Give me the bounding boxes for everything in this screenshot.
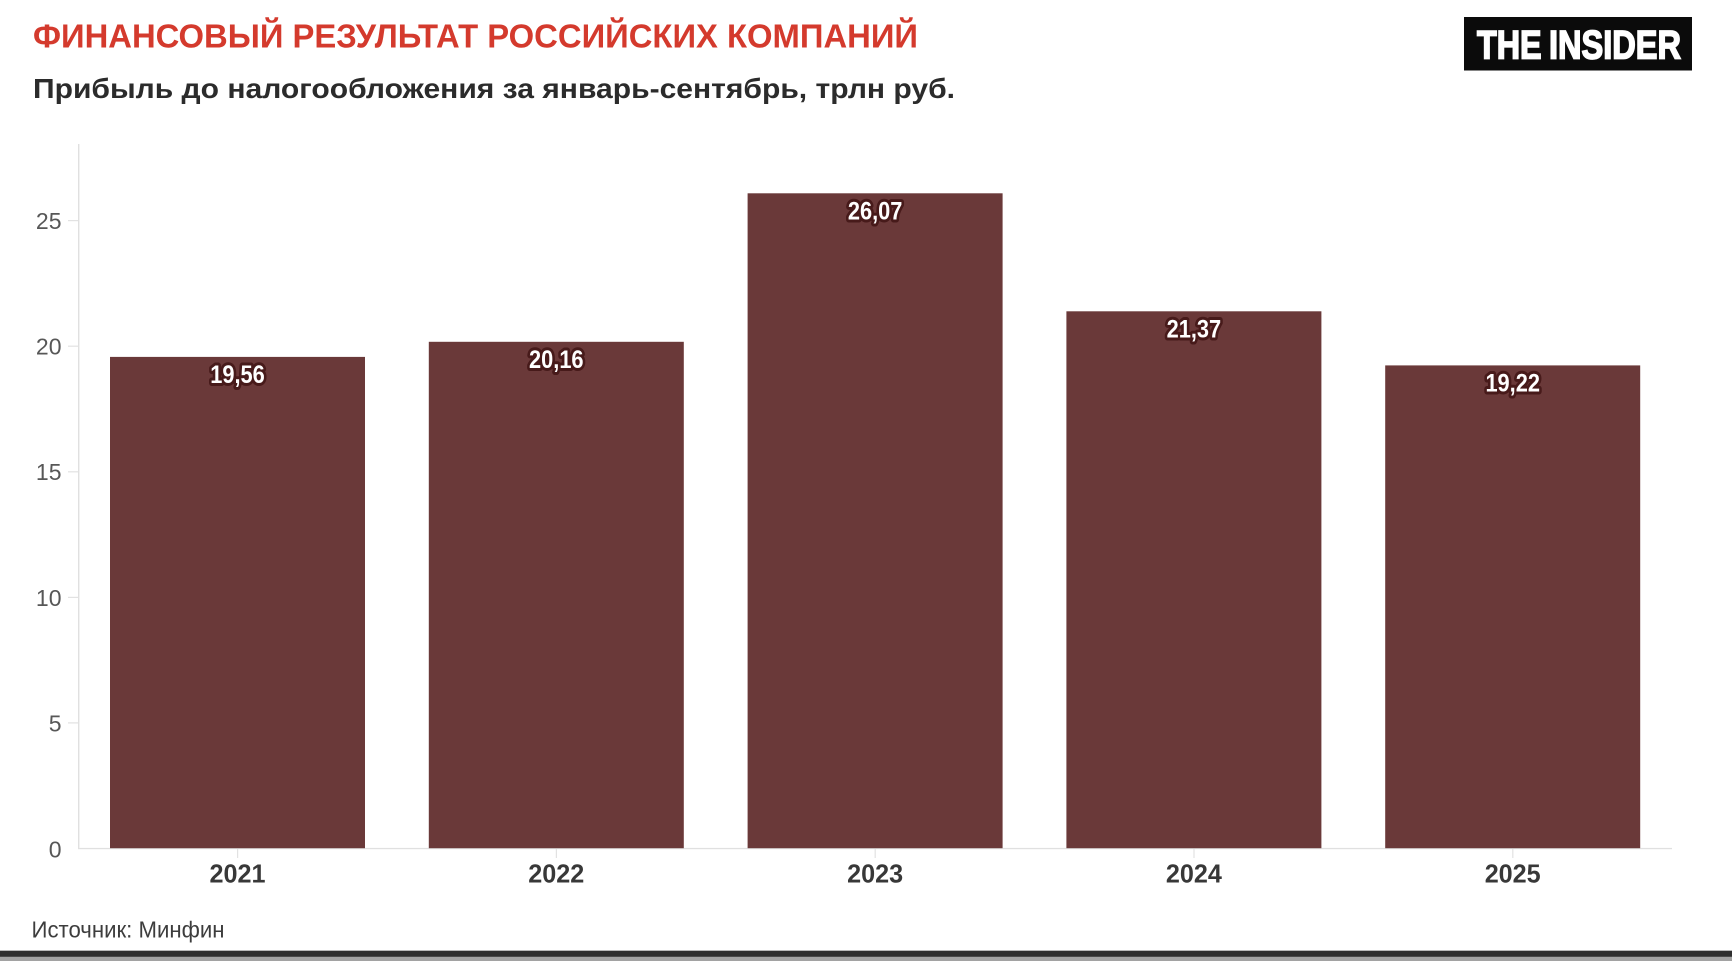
svg-text:10: 10: [36, 585, 62, 611]
svg-text:20,16: 20,16: [529, 346, 584, 374]
svg-text:THE: THE: [1477, 23, 1542, 67]
svg-text:26,07: 26,07: [848, 197, 903, 225]
svg-text:15: 15: [36, 459, 62, 485]
svg-text:Источник: Минфин: Источник: Минфин: [32, 916, 225, 942]
svg-text:21,37: 21,37: [1167, 315, 1222, 343]
svg-text:INSIDER: INSIDER: [1549, 23, 1681, 67]
svg-text:2024: 2024: [1166, 859, 1223, 889]
svg-text:19,56: 19,56: [210, 361, 265, 389]
svg-text:2023: 2023: [847, 859, 903, 889]
svg-text:ФИНАНСОВЫЙ РЕЗУЛЬТАТ РОССИЙСКИ: ФИНАНСОВЫЙ РЕЗУЛЬТАТ РОССИЙСКИХ КОМПАНИЙ: [33, 16, 918, 54]
svg-text:0: 0: [49, 836, 62, 862]
svg-text:19,22: 19,22: [1485, 370, 1540, 398]
svg-text:2022: 2022: [528, 859, 584, 889]
svg-text:Прибыль до налогообложения за: Прибыль до налогообложения за январь-сен…: [33, 73, 955, 104]
svg-text:20: 20: [36, 334, 62, 360]
svg-text:2021: 2021: [210, 859, 266, 889]
svg-text:2025: 2025: [1485, 859, 1541, 889]
svg-text:25: 25: [36, 208, 62, 234]
svg-text:5: 5: [49, 710, 62, 736]
